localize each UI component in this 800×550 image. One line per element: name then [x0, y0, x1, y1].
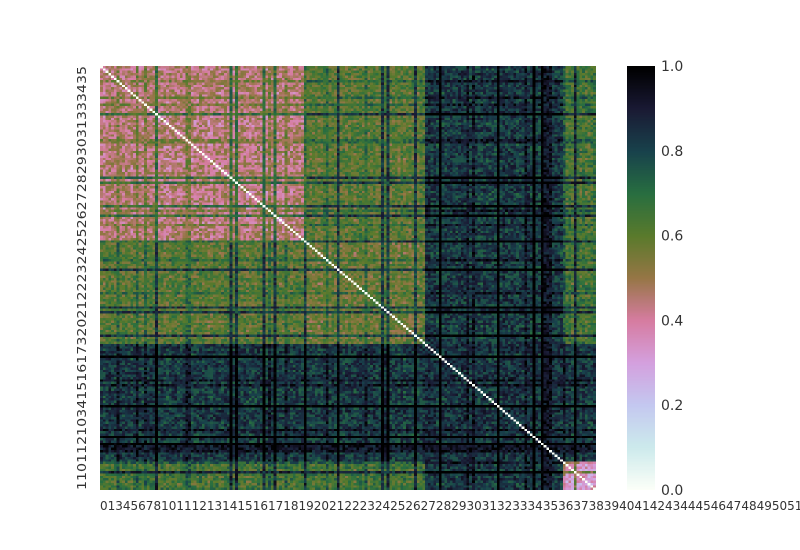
colorbar	[627, 66, 655, 490]
colorbar-tick-label: 0.4	[661, 313, 683, 329]
y-tick-labels: 1101121034151617320212223242526272829303…	[75, 66, 89, 490]
x-tick-label-text: 0134567810111213141516171819202122232425…	[100, 499, 800, 513]
colorbar-tick-label: 0.6	[661, 229, 683, 245]
colorbar-tick-label: 0.2	[661, 398, 683, 414]
colorbar-tick-label: 1.0	[661, 59, 683, 75]
heatmap-matrix	[100, 66, 596, 490]
colorbar-ticks: 0.0 0.2 0.4 0.6 0.8 1.0	[661, 59, 683, 499]
x-tick-labels: 0134567810111213141516171819202122232425…	[100, 499, 800, 513]
y-tick-label-text: 1101121034151617320212223242526272829303…	[75, 66, 89, 490]
colorbar-tick-label: 0.8	[661, 144, 683, 160]
colorbar-tick-label: 0.0	[661, 483, 683, 499]
